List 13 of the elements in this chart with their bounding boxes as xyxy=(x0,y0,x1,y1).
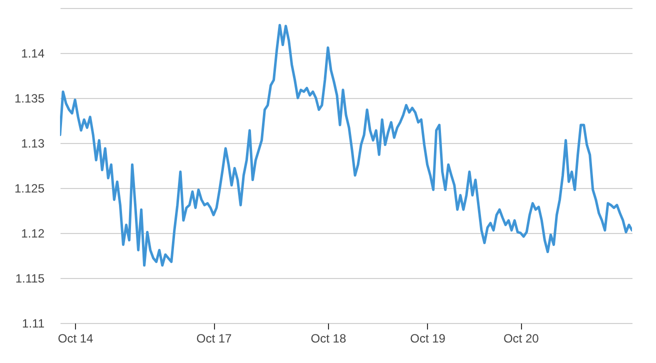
x-tick-label: Oct 20 xyxy=(503,332,540,346)
y-tick-label: 1.125 xyxy=(14,182,45,196)
x-tick-label: Oct 17 xyxy=(196,332,232,346)
y-tick-label: 1.14 xyxy=(21,46,45,60)
y-tick-label: 1.115 xyxy=(15,272,45,286)
y-tick-label: 1.11 xyxy=(22,316,45,330)
y-tick-label: 1.135 xyxy=(14,92,45,106)
line-series xyxy=(60,24,632,267)
x-tick-label: Oct 14 xyxy=(58,332,94,346)
y-tick-label: 1.13 xyxy=(21,136,45,150)
y-tick-label: 1.12 xyxy=(21,226,45,240)
x-tick-label: Oct 18 xyxy=(310,332,346,346)
x-tick-label: Oct 19 xyxy=(410,332,446,346)
